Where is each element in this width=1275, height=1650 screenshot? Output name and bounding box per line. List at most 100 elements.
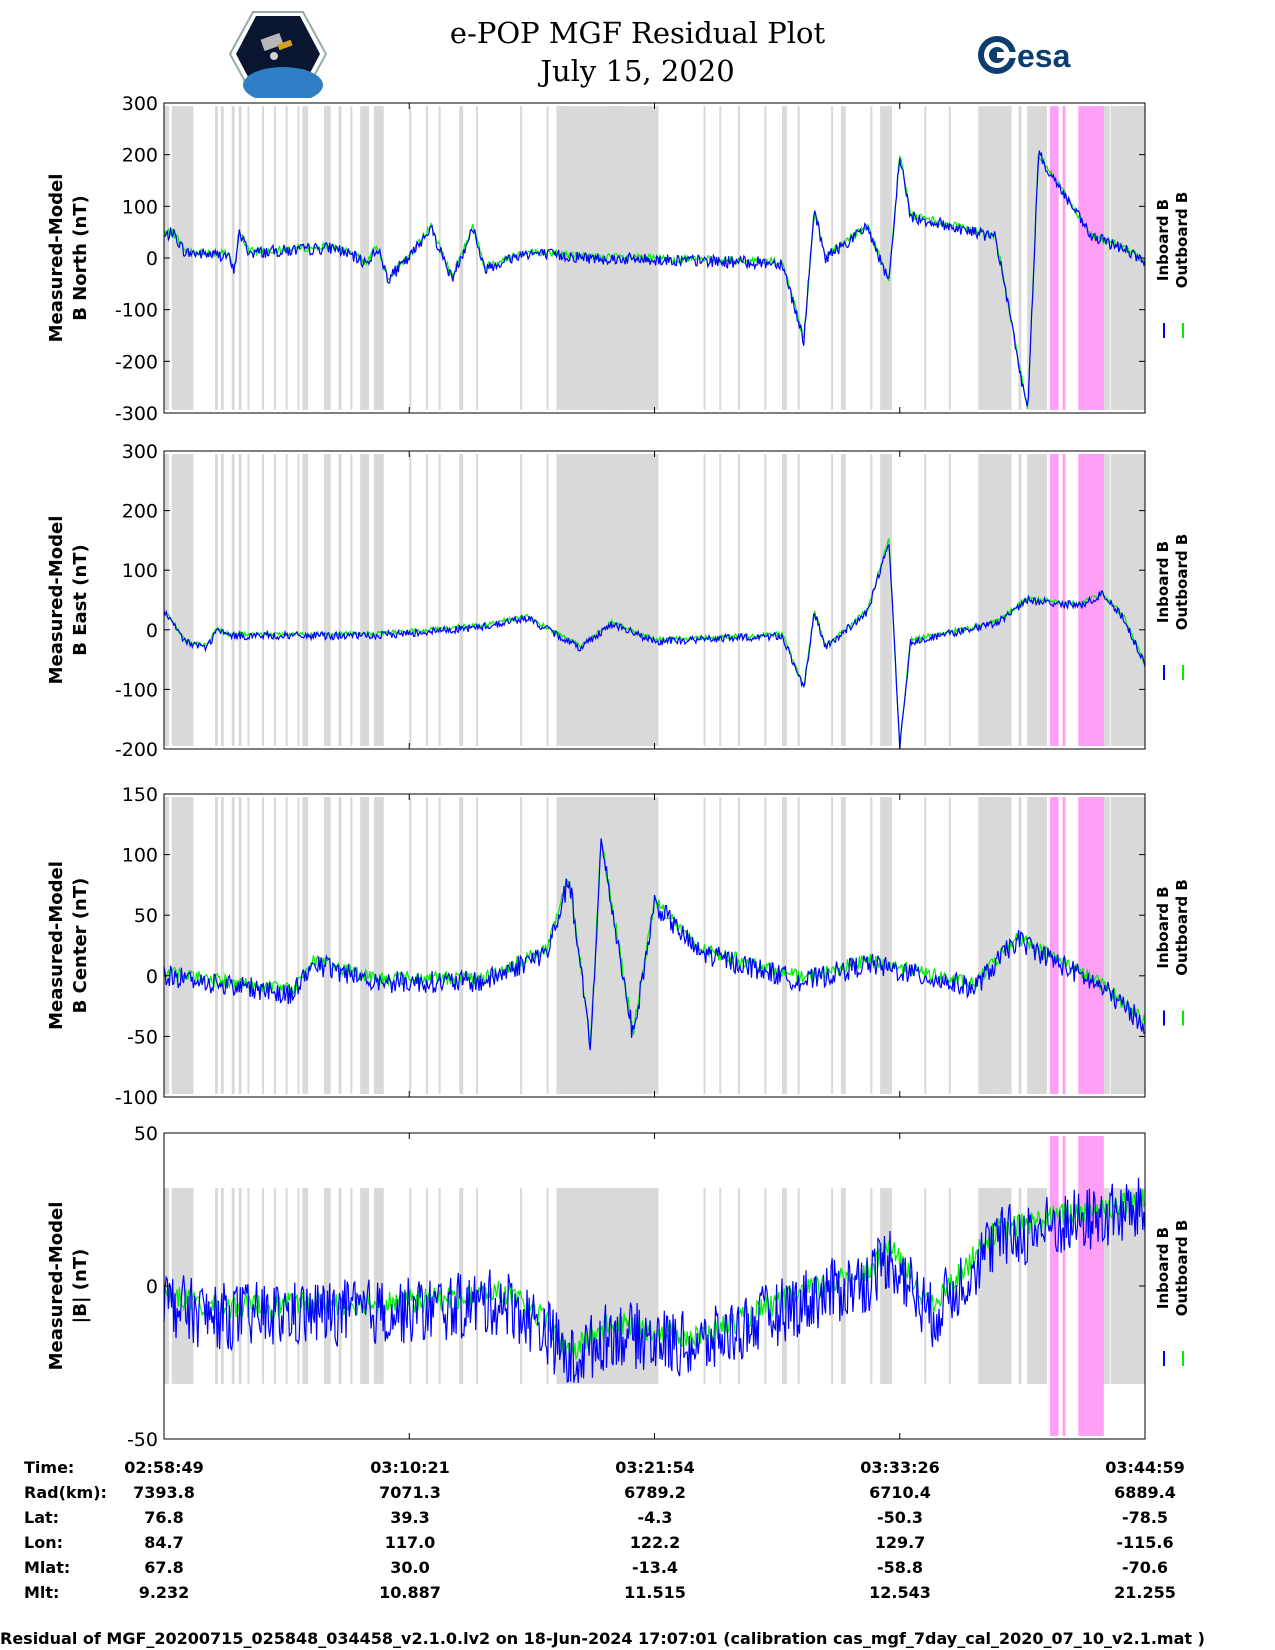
gray-band	[247, 453, 250, 747]
gray-band	[238, 106, 242, 410]
gray-band	[231, 797, 235, 1094]
gray-band	[520, 453, 523, 747]
gray-band	[215, 1188, 218, 1384]
y-tick-label: 100	[122, 196, 158, 218]
gray-band	[737, 453, 740, 747]
y-tick-label: 200	[122, 145, 158, 167]
gray-band	[438, 453, 441, 747]
gray-band	[782, 106, 787, 410]
y-tick-label: 50	[134, 905, 158, 927]
info-column-0: 02:58:49 7393.8 76.8 84.7 67.8 9.232	[94, 1455, 234, 1605]
gray-band	[797, 453, 800, 747]
y-tick-label: -200	[115, 739, 158, 761]
panel-4: 50 0 -50 Measured-Model |B| (nT) Inboard BOut…	[46, 1123, 1191, 1451]
gray-band	[285, 453, 288, 747]
info-value: 10.887	[379, 1583, 441, 1602]
info-label-lon: Lon:	[24, 1533, 63, 1552]
gray-band	[1027, 106, 1047, 410]
pink-band	[1049, 453, 1059, 747]
gray-band	[1110, 453, 1145, 747]
info-value: 12.543	[869, 1583, 931, 1602]
gray-band	[737, 1188, 740, 1384]
inboard-series-line	[163, 543, 1146, 750]
y-tick-label: 200	[122, 501, 158, 523]
gray-band	[870, 106, 873, 410]
gray-band	[350, 106, 353, 410]
gray-band	[520, 797, 523, 1094]
info-label-lat: Lat:	[24, 1508, 60, 1527]
y-tick-label: 300	[122, 93, 158, 115]
gray-band	[719, 106, 722, 410]
y-axis-label-line: Measured-Model	[46, 861, 67, 1030]
gray-band	[297, 106, 300, 410]
gray-band	[262, 797, 265, 1094]
gray-band	[373, 797, 384, 1094]
gray-band	[273, 453, 276, 747]
pink-band	[1078, 106, 1104, 410]
info-column-4: 03:44:59 6889.4 -78.5 -115.6 -70.6 21.255	[1075, 1455, 1215, 1605]
outboard-series-line	[163, 154, 1146, 409]
y-tick-label: -50	[127, 1429, 158, 1451]
gray-band	[297, 797, 300, 1094]
info-value: -58.8	[876, 1558, 924, 1577]
info-value: 117.0	[384, 1533, 436, 1552]
gray-band	[409, 106, 412, 410]
gray-band	[220, 453, 224, 747]
gray-band	[703, 1188, 706, 1384]
gray-band	[231, 1188, 235, 1384]
gray-band	[703, 453, 706, 747]
gray-band	[238, 453, 242, 747]
gray-band	[302, 106, 309, 410]
gray-band	[719, 453, 722, 747]
gray-band	[889, 797, 892, 1094]
gray-band	[171, 106, 194, 410]
info-value: 6889.4	[1114, 1483, 1176, 1502]
gray-band	[297, 1188, 300, 1384]
esa-logo: esa	[978, 36, 1071, 74]
legend-text: Inboard BOutboard B	[1154, 192, 1191, 289]
gray-band	[360, 1188, 370, 1384]
gray-band	[475, 1188, 478, 1384]
gray-band	[302, 453, 309, 747]
gray-band	[425, 797, 428, 1094]
gray-band	[350, 797, 353, 1094]
gray-band	[831, 797, 834, 1094]
gray-band	[924, 797, 927, 1094]
gray-band	[924, 106, 927, 410]
gray-band	[262, 453, 265, 747]
gray-band	[831, 106, 834, 410]
gray-band	[297, 453, 300, 747]
y-tick-label: -50	[127, 1026, 158, 1048]
panel-2: 300 200 100 0 -100 -200 Measured-Model B East (…	[46, 441, 1191, 761]
gray-band	[737, 797, 740, 1094]
pink-band	[1062, 453, 1066, 747]
y-axis-label-line: Measured-Model	[46, 1202, 67, 1371]
info-value: -115.6	[1116, 1533, 1174, 1552]
info-label-rad: Rad(km):	[24, 1483, 107, 1502]
gray-band	[373, 106, 384, 410]
gray-band	[475, 797, 478, 1094]
gray-band	[238, 1188, 242, 1384]
gray-band	[425, 106, 428, 410]
gray-band	[520, 1188, 523, 1384]
inboard-series-line	[164, 150, 1146, 407]
gray-band	[764, 453, 767, 747]
gray-band	[782, 797, 787, 1094]
gray-band	[546, 453, 549, 747]
info-value: 7071.3	[379, 1483, 441, 1502]
gray-band	[438, 106, 441, 410]
gray-band	[1018, 106, 1022, 410]
pink-band	[1078, 797, 1104, 1094]
info-label-mlat: Mlat:	[24, 1558, 71, 1577]
gray-band	[556, 797, 655, 1094]
legend-text: Inboard BOutboard B	[1154, 534, 1191, 631]
legend-entry: Outboard B	[1173, 192, 1191, 289]
y-axis-label-line: Measured-Model	[46, 516, 67, 685]
gray-band	[164, 453, 169, 747]
legend-entry: Inboard B	[1154, 541, 1172, 623]
gray-band	[889, 453, 892, 747]
info-value: 03:10:21	[370, 1458, 450, 1477]
info-value: 03:21:54	[615, 1458, 695, 1477]
legend-entry: Outboard B	[1173, 1220, 1191, 1317]
panel-3: 150 100 50 0 -50 -100 Measured-Model B Center (…	[46, 784, 1191, 1109]
